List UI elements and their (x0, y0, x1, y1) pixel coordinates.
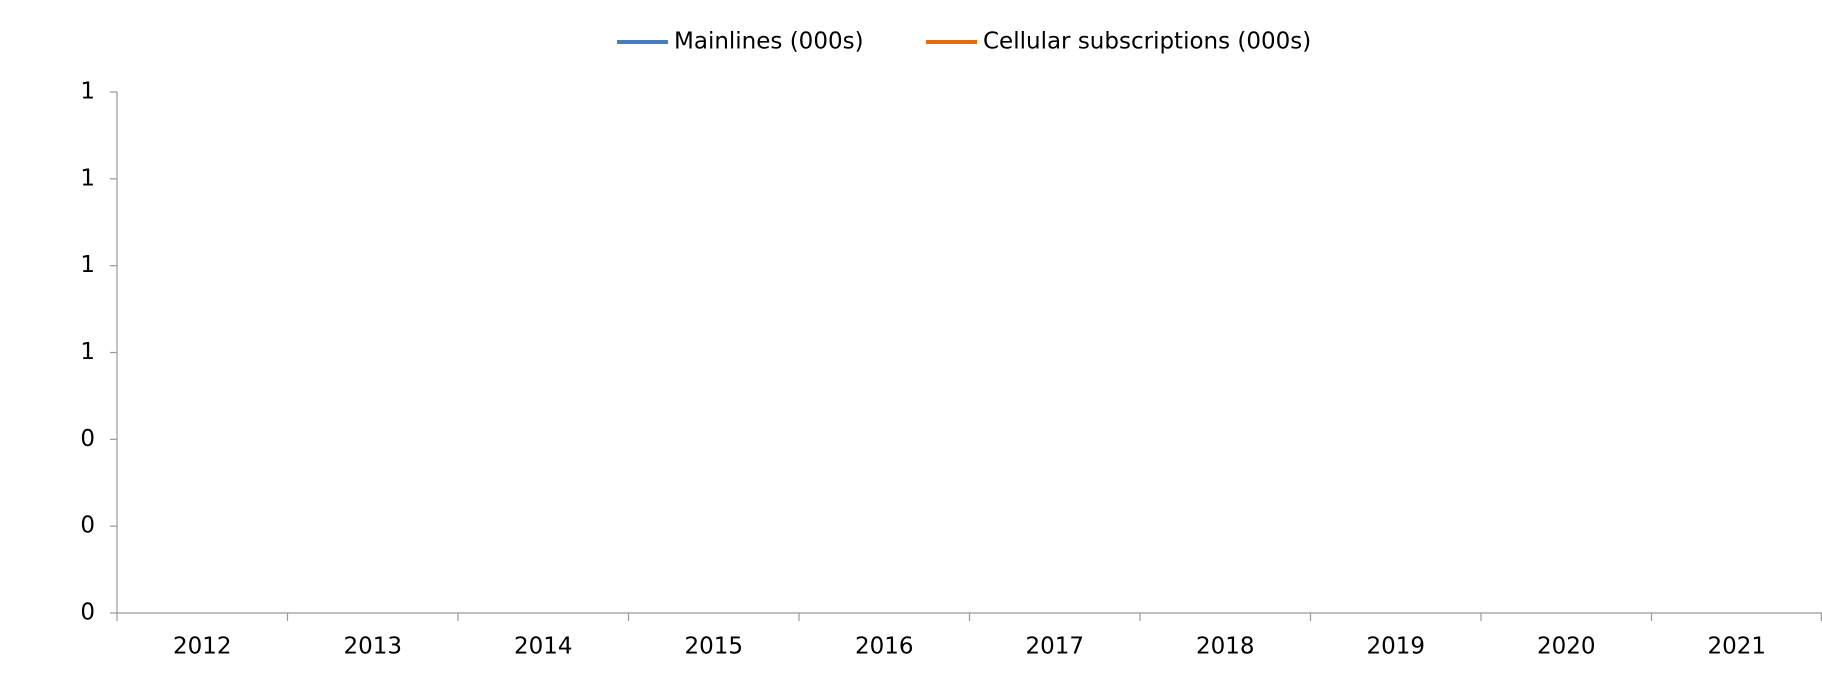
legend-label: Mainlines (000s) (674, 29, 864, 55)
x-tick-label: 2016 (855, 634, 914, 660)
y-tick-label: 1 (80, 339, 95, 365)
x-tick-label: 2021 (1707, 634, 1766, 660)
x-tick-label: 2020 (1537, 634, 1596, 660)
x-tick-label: 2012 (173, 634, 232, 660)
y-tick-label: 0 (80, 600, 95, 626)
y-tick-label: 0 (80, 426, 95, 452)
x-tick-label: 2019 (1366, 634, 1425, 660)
legend-label: Cellular subscriptions (000s) (983, 29, 1311, 55)
y-tick-label: 1 (80, 165, 95, 191)
x-tick-label: 2013 (343, 634, 402, 660)
x-tick-label: 2017 (1025, 634, 1084, 660)
y-tick-label: 0 (80, 513, 95, 539)
y-tick-label: 1 (80, 79, 95, 105)
x-tick-label: 2014 (514, 634, 573, 660)
x-tick-label: 2018 (1196, 634, 1255, 660)
x-tick-label: 2015 (684, 634, 743, 660)
y-tick-label: 1 (80, 252, 95, 278)
